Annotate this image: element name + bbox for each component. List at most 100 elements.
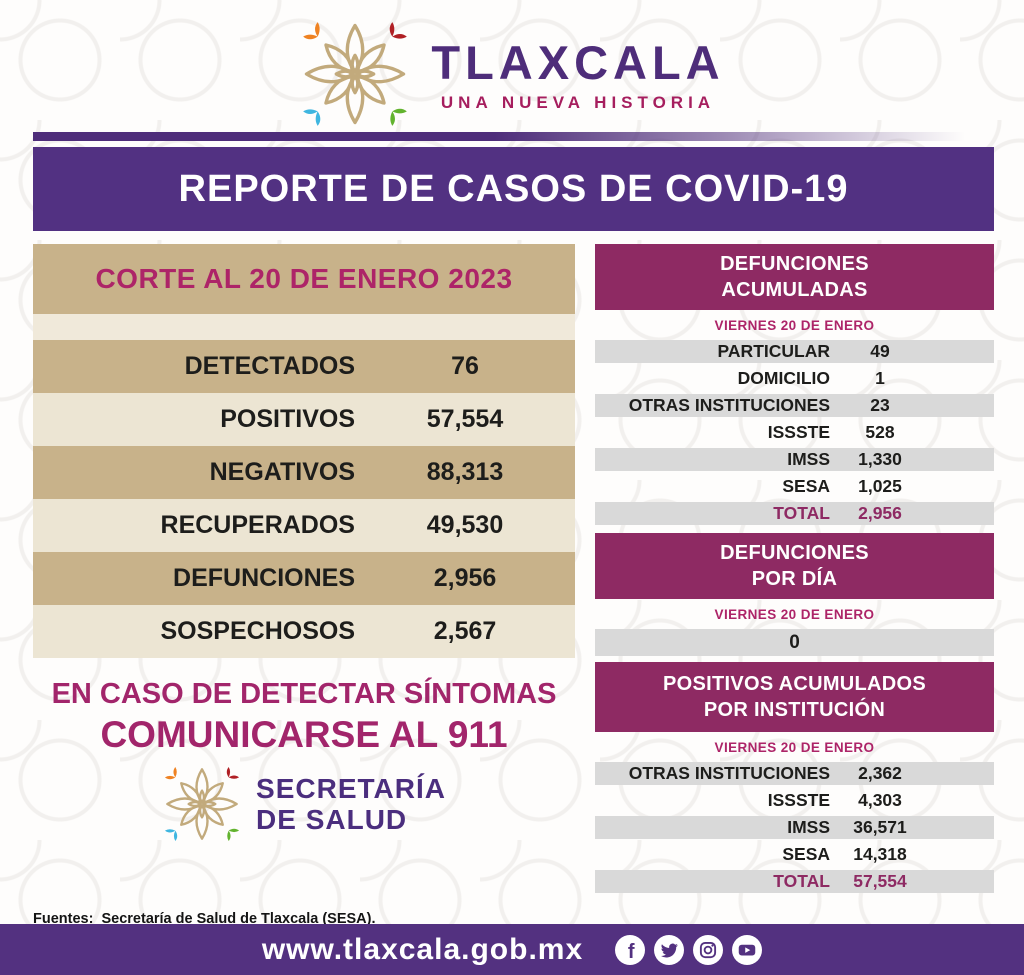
- summary-row-positivos: POSITIVOS 57,554: [33, 393, 575, 446]
- website-url-link[interactable]: www.tlaxcala.gob.mx: [261, 932, 584, 966]
- summary-row-recuperados: RECUPERADOS 49,530: [33, 499, 575, 552]
- total-value: 2,956: [858, 503, 902, 523]
- row-label: IMSS: [787, 449, 830, 469]
- notice-line2: COMUNICARSE AL 911: [100, 714, 508, 755]
- footer-bar: www.tlaxcala.gob.mx f: [0, 924, 1024, 975]
- secretaria-de-salud-logo: SECRETARÍA DE SALUD: [33, 764, 575, 844]
- row-label: SESA: [782, 844, 830, 864]
- panel-title-line1: DEFUNCIONES: [720, 541, 869, 564]
- row-label: SOSPECHOSOS: [160, 617, 356, 645]
- row-value: 23: [870, 395, 890, 415]
- secretaria-line2: DE SALUD: [256, 804, 408, 835]
- positives-date: VIERNES 20 DE ENERO: [714, 740, 875, 755]
- deaths-accumulated-header: DEFUNCIONES ACUMULADAS: [595, 244, 994, 310]
- row-value: 49: [870, 341, 890, 361]
- deaths-per-day-date: VIERNES 20 DE ENERO: [714, 607, 875, 622]
- deaths-per-day-value: 0: [595, 629, 994, 656]
- row-label: ISSSTE: [767, 790, 830, 810]
- row-value: 1: [875, 368, 885, 388]
- positives-row-otras-instituciones: OTRAS INSTITUCIONES 2,362: [595, 762, 994, 785]
- report-title-banner: REPORTE DE CASOS DE COVID-19: [33, 147, 994, 231]
- row-label: NEGATIVOS: [209, 458, 355, 486]
- row-value: 1,330: [858, 449, 902, 469]
- row-value: 0: [789, 631, 800, 653]
- secretaria-flower-icon: [163, 765, 241, 843]
- panel-title-line2: POR INSTITUCIÓN: [703, 699, 886, 721]
- logo-text: TLAXCALA UNA NUEVA HISTORIA: [431, 35, 724, 113]
- summary-date-title: CORTE AL 20 DE ENERO 2023: [95, 263, 513, 294]
- youtube-icon[interactable]: [732, 934, 763, 965]
- summary-gap: [33, 314, 575, 340]
- deaths-row-otras-instituciones: OTRAS INSTITUCIONES 23: [595, 394, 994, 417]
- row-value: 14,318: [853, 844, 907, 864]
- row-label: DOMICILIO: [737, 368, 830, 388]
- row-label: IMSS: [787, 817, 830, 837]
- tlaxcala-flower-icon: [301, 20, 409, 128]
- row-value: 1,025: [858, 476, 902, 496]
- row-label: OTRAS INSTITUCIONES: [628, 395, 830, 415]
- summary-row-negativos: NEGATIVOS 88,313: [33, 446, 575, 499]
- row-label: DETECTADOS: [184, 352, 355, 380]
- summary-section: CORTE AL 20 DE ENERO 2023 DETECTADOS 76 …: [33, 244, 575, 975]
- positives-by-institution-header: POSITIVOS ACUMULADOS POR INSTITUCIÓN: [595, 662, 994, 732]
- sources-line1: Fuentes: Secretaría de Salud de Tlaxcala…: [33, 911, 376, 928]
- row-value: 49,530: [426, 511, 504, 539]
- summary-row-detectados: DETECTADOS 76: [33, 340, 575, 393]
- tlaxcala-logo: TLAXCALA UNA NUEVA HISTORIA: [0, 0, 1024, 128]
- row-value: 4,303: [858, 790, 902, 810]
- social-icons: f: [615, 934, 763, 965]
- row-value: 36,571: [853, 817, 907, 837]
- summary-row-defunciones: DEFUNCIONES 2,956: [33, 552, 575, 605]
- row-value: 76: [451, 352, 479, 380]
- deaths-row-particular: PARTICULAR 49: [595, 340, 994, 363]
- gradient-divider: [33, 132, 994, 141]
- main-content: CORTE AL 20 DE ENERO 2023 DETECTADOS 76 …: [0, 231, 1024, 975]
- row-value: 2,567: [433, 617, 497, 645]
- row-label: PARTICULAR: [717, 341, 830, 361]
- logo-subtitle: UNA NUEVA HISTORIA: [440, 93, 716, 112]
- positives-row-imss: IMSS 36,571: [595, 816, 994, 839]
- row-label: OTRAS INSTITUCIONES: [628, 763, 830, 783]
- row-value: 2,956: [433, 564, 497, 592]
- deaths-row-imss: IMSS 1,330: [595, 448, 994, 471]
- positives-row-sesa: SESA 14,318: [595, 843, 994, 866]
- row-value: 57,554: [426, 405, 504, 433]
- panel-title-line1: POSITIVOS ACUMULADOS: [662, 672, 927, 695]
- row-value: 528: [865, 422, 895, 442]
- notice-line1: EN CASO DE DETECTAR SÍNTOMAS: [51, 678, 557, 710]
- svg-text:f: f: [628, 941, 635, 963]
- total-label: TOTAL: [773, 871, 830, 891]
- deaths-row-total: TOTAL 2,956: [595, 502, 994, 525]
- facebook-icon[interactable]: f: [615, 934, 646, 965]
- row-value: 88,313: [426, 458, 504, 486]
- instagram-icon[interactable]: [693, 934, 724, 965]
- deaths-per-day-header: DEFUNCIONES POR DÍA: [595, 533, 994, 599]
- deaths-row-sesa: SESA 1,025: [595, 475, 994, 498]
- secretaria-text: SECRETARÍA DE SALUD: [256, 773, 446, 836]
- summary-date-header: CORTE AL 20 DE ENERO 2023: [33, 244, 575, 314]
- total-label: TOTAL: [773, 503, 830, 523]
- row-label: DEFUNCIONES: [173, 564, 355, 592]
- row-value: 2,362: [858, 763, 902, 783]
- positives-row-total: TOTAL 57,554: [595, 870, 994, 893]
- summary-row-sospechosos: SOSPECHOSOS 2,567: [33, 605, 575, 658]
- sources-note: Fuentes: Secretaría de Salud de Tlaxcala…: [33, 854, 575, 975]
- report-title: REPORTE DE CASOS DE COVID-19: [178, 167, 849, 210]
- panel-title-line1: DEFUNCIONES: [720, 252, 869, 275]
- positives-row-issste: ISSSTE 4,303: [595, 789, 994, 812]
- statistics-panels: DEFUNCIONES ACUMULADAS VIERNES 20 DE ENE…: [595, 244, 994, 975]
- logo-title: TLAXCALA: [431, 36, 725, 89]
- twitter-icon[interactable]: [654, 934, 685, 965]
- row-label: ISSSTE: [767, 422, 830, 442]
- row-label: SESA: [782, 476, 830, 496]
- deaths-row-domicilio: DOMICILIO 1: [595, 367, 994, 390]
- row-label: RECUPERADOS: [160, 511, 355, 539]
- secretaria-line1: SECRETARÍA: [256, 772, 446, 804]
- row-label: POSITIVOS: [220, 405, 355, 433]
- deaths-accumulated-date: VIERNES 20 DE ENERO: [714, 318, 875, 333]
- symptoms-notice: EN CASO DE DETECTAR SÍNTOMAS COMUNICARSE…: [33, 678, 575, 756]
- deaths-row-issste: ISSSTE 528: [595, 421, 994, 444]
- panel-title-line2: POR DÍA: [751, 568, 838, 590]
- total-value: 57,554: [853, 871, 907, 891]
